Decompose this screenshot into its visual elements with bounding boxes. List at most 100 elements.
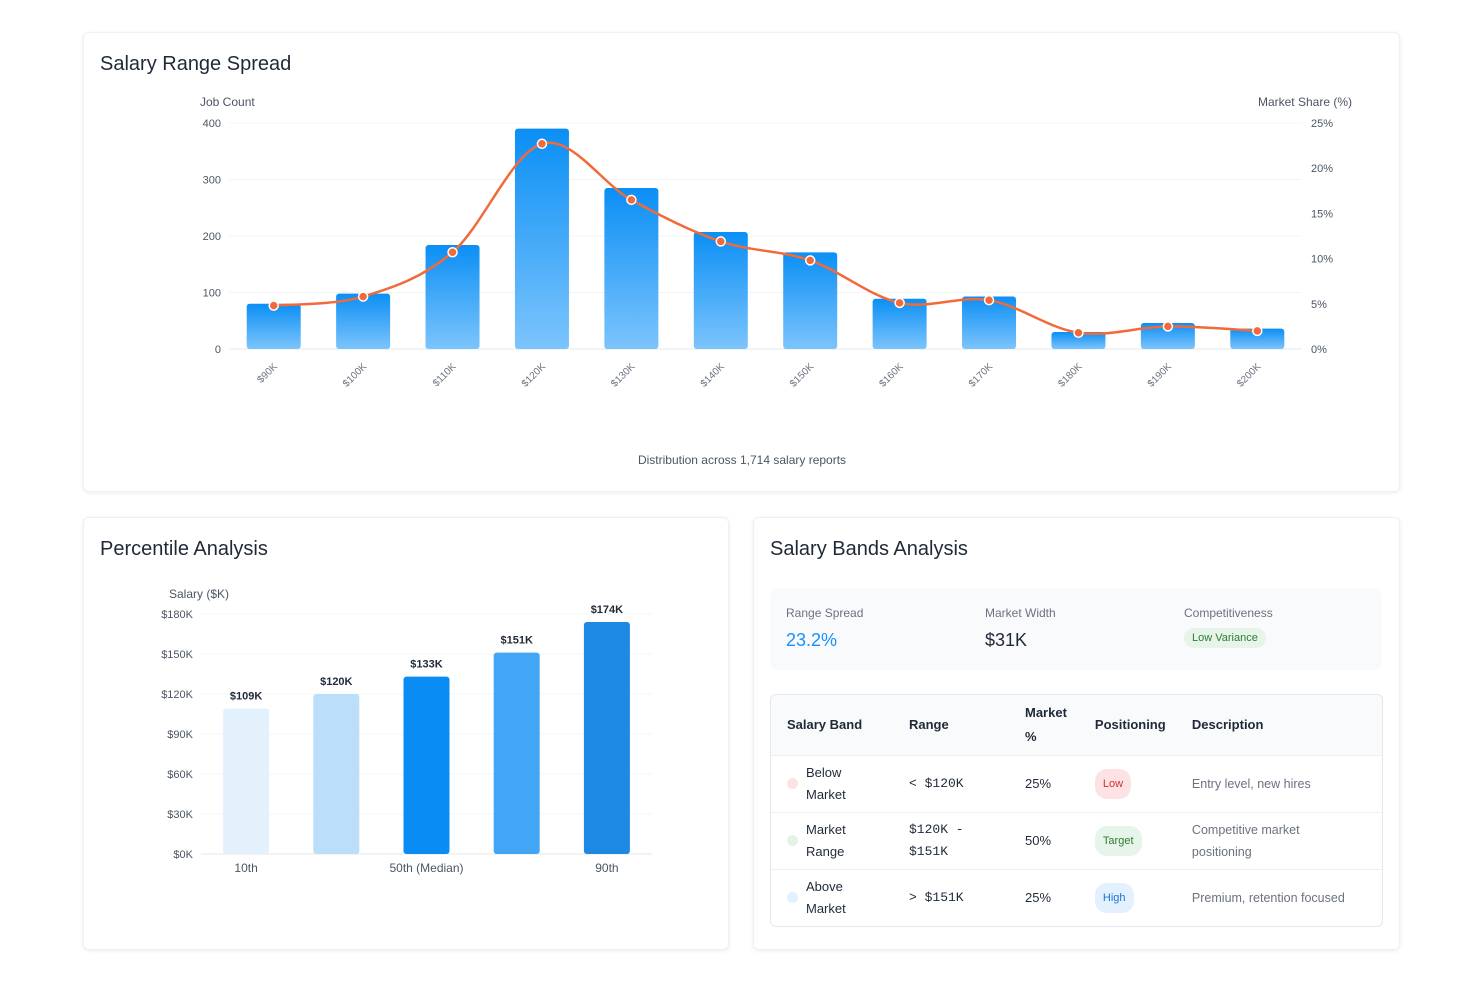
stat-label: Competitiveness [1184, 606, 1273, 620]
line-point [804, 255, 816, 266]
positioning-badge: Low [1094, 768, 1132, 799]
x-tick-label: 90th [595, 861, 618, 875]
competitiveness-stat: Competitiveness Low Variance [1184, 606, 1273, 648]
percentile-bar [223, 708, 270, 854]
y-axis-title: Job Count [200, 95, 255, 109]
bar [872, 298, 927, 349]
band-color-dot-icon [787, 778, 798, 789]
y-tick-label: $30K [167, 809, 193, 821]
bar [336, 293, 391, 349]
description-cell: Premium, retention focused [1183, 868, 1382, 926]
percentile-bar [403, 676, 450, 854]
percentile-bar [583, 622, 630, 854]
line-point [536, 138, 548, 150]
bar [514, 128, 569, 349]
card-title: Salary Range Spread [100, 53, 292, 75]
data-label: $174K [591, 604, 623, 616]
data-label: $133K [410, 659, 442, 671]
band-cell: Market Range [771, 811, 901, 869]
bar [1140, 323, 1195, 349]
y-tick-label: $0K [173, 849, 193, 861]
y-axis-title: Salary ($K) [169, 587, 229, 601]
x-tick-label: $160K [878, 361, 906, 389]
y2-tick-label: 10% [1311, 254, 1333, 266]
data-label: $120K [320, 676, 352, 688]
line-point [1252, 325, 1263, 337]
band-name: Market Range [806, 821, 846, 859]
range-spread-stat: Range Spread 23.2% [786, 606, 863, 651]
x-tick-label: 50th (Median) [389, 861, 463, 875]
band-color-dot-icon [787, 835, 798, 846]
positioning-cell: Target [1086, 811, 1184, 869]
table-row: Above Market > $151K 25% High Premium, r… [771, 868, 1382, 926]
x-tick-label: $140K [699, 361, 727, 389]
y2-tick-label: 0% [1311, 344, 1327, 356]
positioning-badge: High [1094, 882, 1134, 913]
range-cell: < $120K [901, 754, 1017, 812]
data-label: $109K [230, 691, 262, 703]
description-cell: Competitive market positioning [1183, 811, 1382, 869]
bar [246, 303, 301, 349]
line-point [1162, 321, 1174, 332]
x-tick-label: $130K [609, 361, 637, 389]
market-pct-cell: 25% [1017, 754, 1087, 812]
x-tick-label: $100K [341, 361, 369, 389]
bar [1230, 328, 1285, 349]
x-tick-label: 10th [234, 861, 257, 875]
salary-range-spread-card: Salary Range Spread Job Count Market Shar… [83, 32, 1400, 492]
band-name: Above Market [806, 878, 846, 916]
line-point [447, 247, 458, 258]
chart-caption: Distribution across 1,714 salary reports [638, 453, 846, 467]
bar [693, 232, 748, 349]
positioning-badge: Target [1094, 825, 1142, 856]
range-cell: > $151K [901, 868, 1017, 926]
line-point [983, 294, 995, 306]
variance-badge: Low Variance [1184, 628, 1266, 648]
band-name: Below Market [806, 764, 846, 802]
col-header: Market % [1017, 695, 1087, 755]
y-tick-label: 300 [203, 175, 221, 187]
y2-tick-label: 25% [1311, 118, 1333, 130]
bar [783, 252, 838, 349]
percentile-bar [493, 652, 540, 854]
stat-label: Range Spread [786, 606, 864, 620]
line-point [626, 194, 637, 206]
y-tick-label: $180K [161, 609, 193, 621]
percentile-chart: Salary ($K) $0K $30K $60K $90K $120K $150K $180… [161, 587, 652, 875]
x-tick-label: $180K [1056, 361, 1084, 389]
card-title: Salary Bands Analysis [770, 538, 968, 560]
y2-tick-label: 5% [1311, 299, 1327, 311]
line-point [357, 291, 369, 302]
positioning-cell: Low [1086, 754, 1184, 812]
stat-value: $31K [985, 630, 1028, 650]
percentile-bar [313, 694, 360, 854]
bar [1051, 332, 1106, 349]
data-label: $151K [500, 635, 532, 647]
y-tick-label: 0 [215, 344, 221, 356]
y2-tick-label: 15% [1311, 208, 1333, 220]
stat-value: 23.2% [786, 630, 838, 650]
x-tick-label: $190K [1146, 361, 1174, 389]
bar [425, 245, 480, 349]
col-header: Description [1183, 695, 1382, 755]
percentile-analysis-card: Percentile Analysis Salary ($K) $0K $30K $6… [83, 517, 729, 950]
y-tick-label: 200 [203, 231, 221, 243]
bar [604, 187, 659, 349]
x-tick-label: $200K [1235, 361, 1263, 389]
x-tick-label: $120K [520, 361, 548, 389]
line-point [268, 300, 279, 311]
market-width-stat: Market Width $31K [985, 606, 1056, 651]
x-tick-label: $90K [256, 361, 281, 386]
market-pct-cell: 50% [1017, 811, 1087, 869]
salary-bands-card: Salary Bands Analysis Range Spread 23.2%… [753, 517, 1400, 950]
line-point [1073, 327, 1084, 338]
line-point [894, 297, 905, 309]
bar [962, 296, 1017, 349]
band-cell: Below Market [771, 754, 901, 812]
market-share-line [273, 141, 1258, 336]
table-header-row: Salary Band Range Market % Positioning D… [771, 695, 1382, 755]
salary-spread-chart: Job Count Market Share (%) 0 100 200 300 400 0%… [200, 95, 1352, 467]
market-pct-cell: 25% [1017, 868, 1087, 926]
x-tick-label: $110K [431, 361, 459, 389]
band-color-dot-icon [787, 892, 798, 904]
